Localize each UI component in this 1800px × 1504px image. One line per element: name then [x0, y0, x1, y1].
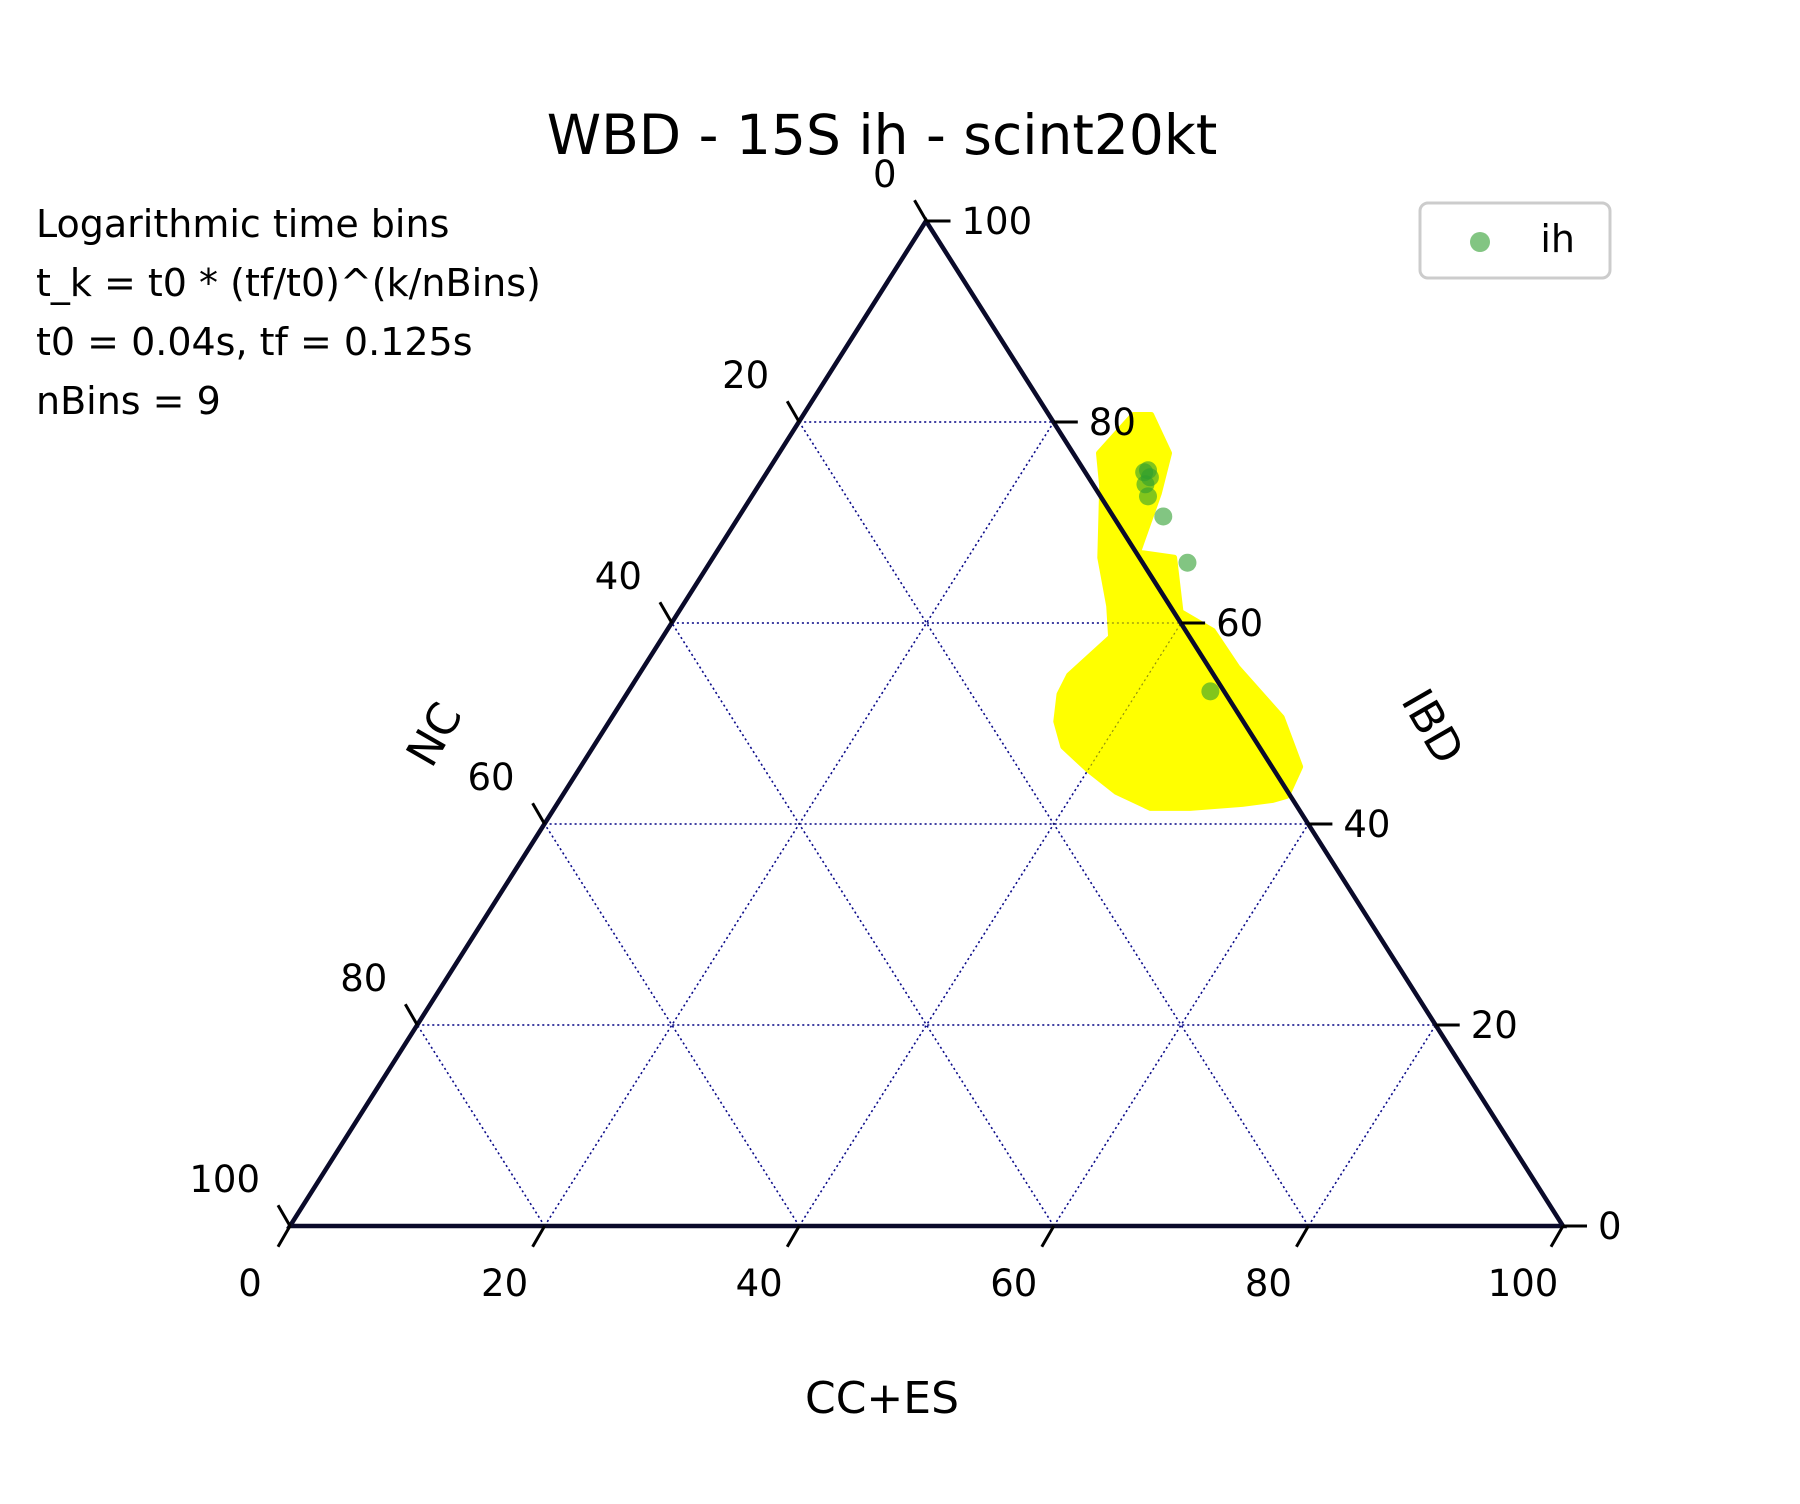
- bottom-tick-label: 0: [238, 1262, 262, 1305]
- bottom-tick-label: 20: [481, 1262, 528, 1305]
- left-tick-label: 20: [722, 354, 769, 397]
- left-tick-label: 60: [468, 756, 515, 799]
- bottom-tick: [785, 1225, 801, 1248]
- left-tick-label: 100: [189, 1158, 260, 1201]
- bottom-tick-label: 100: [1488, 1262, 1559, 1305]
- left-axis-title: NC: [397, 694, 473, 775]
- triangle-outline: [285, 216, 1568, 1229]
- right-tick-label: 20: [1471, 1004, 1518, 1047]
- grid-line-overlay: [798, 622, 1182, 1227]
- data-point-ih: [1154, 507, 1173, 526]
- legend-label-ih: ih: [1540, 217, 1575, 261]
- annotation-line-3: t0 = 0.04s, tf = 0.125s: [36, 320, 473, 364]
- bottom-tick-label: 80: [1245, 1262, 1292, 1305]
- annotation-line-4: nBins = 9: [36, 379, 221, 423]
- chart-title: WBD - 15S ih - scint20kt: [547, 103, 1218, 167]
- data-point-ih: [1139, 487, 1158, 506]
- left-tick: [276, 1204, 292, 1227]
- left-tick: [404, 1003, 419, 1026]
- bottom-axis-title: CC+ES: [805, 1373, 959, 1424]
- right-axis-title: IBD: [1391, 681, 1474, 773]
- annotation-line-2: t_k = t0 * (tf/t0)^(k/nBins): [36, 261, 541, 305]
- region-layer: [416, 412, 1437, 1227]
- tick-layer: 0 0 0 20 20 20 40 40 40 60 60 60 80 80 80 100 100 100: [189, 153, 1621, 1305]
- annotation-line-1: Logarithmic time bins: [36, 202, 449, 246]
- right-tick-label: 100: [962, 200, 1033, 243]
- legend: ih: [1418, 201, 1612, 280]
- left-tick: [531, 802, 546, 825]
- left-tick: [785, 400, 801, 423]
- bottom-tick: [1040, 1225, 1056, 1248]
- bottom-tick: [276, 1225, 292, 1248]
- right-tick-label: 40: [1343, 803, 1390, 846]
- bottom-tick: [1549, 1225, 1565, 1248]
- grid-line-overlay: [544, 823, 800, 1227]
- legend-marker-ih: [1470, 232, 1490, 252]
- data-point-ih: [1178, 553, 1197, 572]
- right-tick-label: 0: [1598, 1205, 1622, 1248]
- bottom-tick: [531, 1225, 546, 1248]
- triangle-frame: [285, 216, 1568, 1229]
- left-tick-label: 40: [595, 555, 642, 598]
- left-tick-label: 80: [340, 957, 387, 1000]
- right-tick-label: 60: [1216, 602, 1263, 645]
- annotation-box: Logarithmic time bins t_k = t0 * (tf/t0)…: [36, 202, 541, 423]
- grid-line-overlay: [1307, 1024, 1437, 1227]
- grid-line-overlay: [1053, 823, 1309, 1227]
- data-point-ih: [1201, 682, 1220, 701]
- data-points: [1135, 461, 1220, 701]
- bottom-tick-label: 40: [736, 1262, 783, 1305]
- legend-frame: [1418, 201, 1612, 280]
- left-tick-label: 0: [873, 153, 897, 196]
- left-tick: [658, 601, 674, 624]
- confidence-region: [1053, 412, 1304, 811]
- grid-line-overlay: [671, 622, 1055, 1227]
- right-tick-label: 80: [1089, 401, 1136, 444]
- grid-line-overlay: [416, 1024, 546, 1227]
- bottom-tick: [1295, 1225, 1310, 1248]
- bottom-tick-label: 60: [990, 1262, 1037, 1305]
- left-tick: [913, 199, 928, 222]
